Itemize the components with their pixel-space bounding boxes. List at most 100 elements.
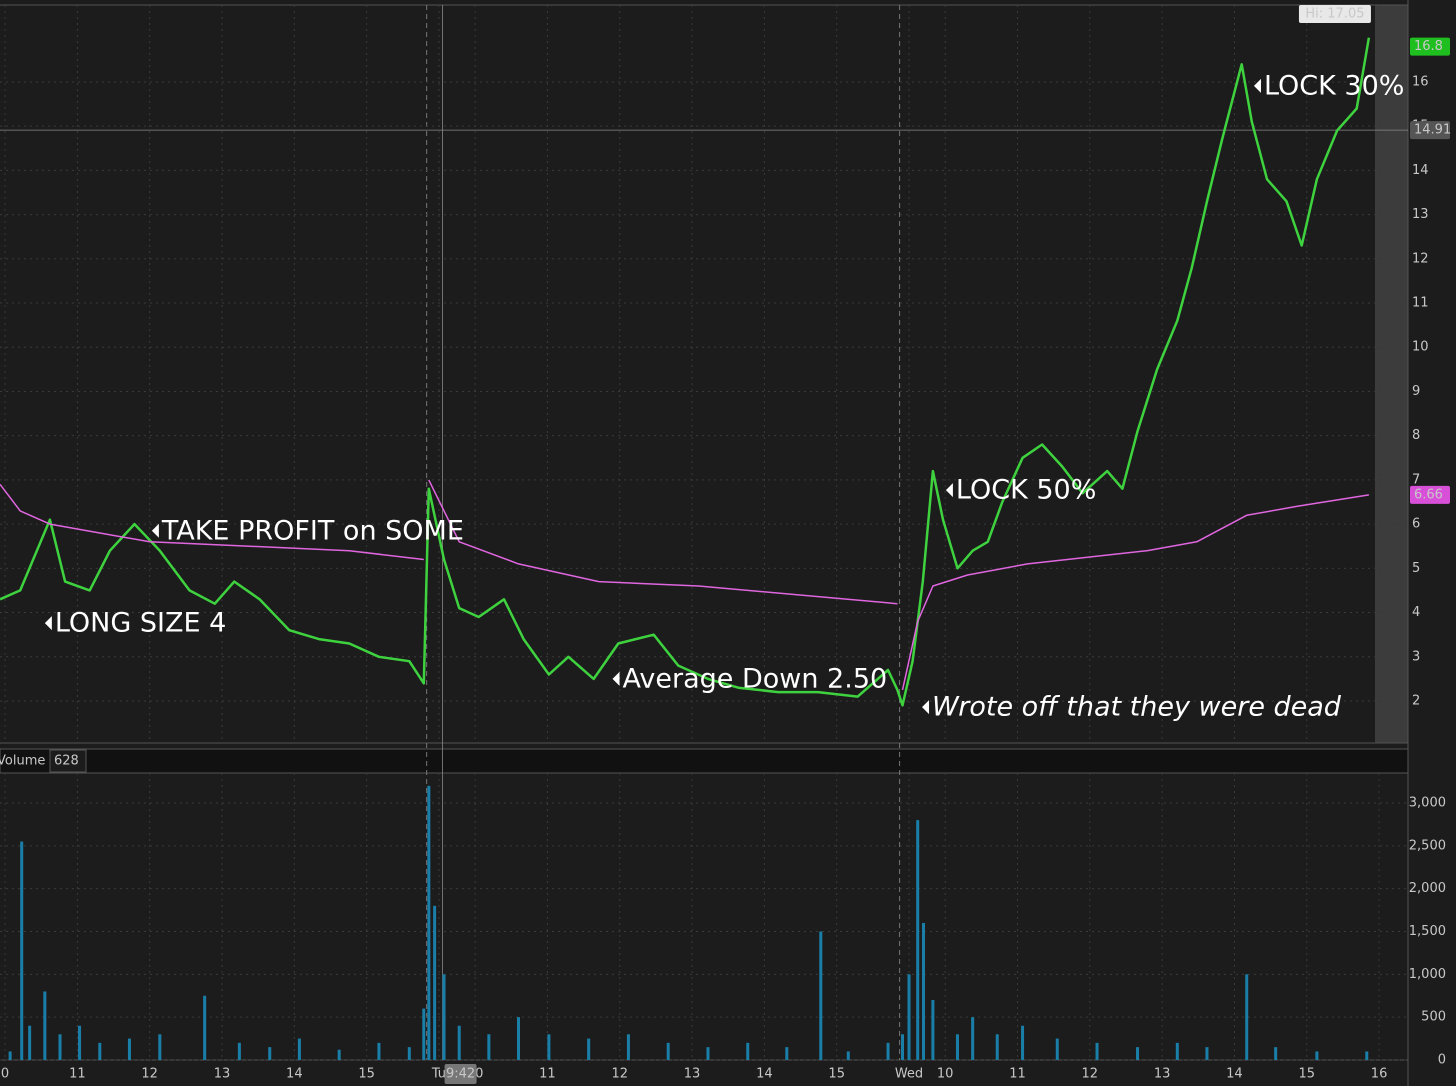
x-tick-label: 16 [1371,1067,1388,1082]
y-tick-label: 10 [1412,340,1429,355]
volume-bar [98,1042,102,1060]
volume-bar [1175,1042,1179,1060]
annotation: LOCK 50% [956,475,1096,506]
price-badge-label: 14.91 [1414,123,1451,138]
annotation: TAKE PROFIT on SOME [161,515,464,546]
volume-bar [886,1042,890,1060]
volume-bar [268,1047,272,1060]
volume-bar [921,922,925,1060]
price-badge [1410,37,1450,56]
volume-bar [1365,1051,1369,1060]
volume-bar [1315,1051,1319,1060]
volume-bar [746,1042,750,1060]
annotation-arrow [151,523,159,538]
y-tick-label: 1,000 [1409,967,1446,982]
y-tick-label: 2,500 [1409,838,1446,853]
volume-bar [819,931,823,1060]
y-tick-label: 6 [1412,517,1420,532]
x-tick-label: Tu [431,1067,446,1082]
volume-bar [20,841,24,1060]
volume-bar [297,1038,301,1060]
volume-bar [1136,1047,1140,1060]
x-tick-label: 11 [69,1067,86,1082]
annotation-arrow [922,700,930,715]
annotation: LONG SIZE 4 [55,608,226,639]
volume-bar [1245,974,1249,1060]
volume-bar [28,1025,32,1060]
volume-bar [931,1000,935,1060]
x-tick-label: Wed [895,1067,923,1082]
volume-bar [846,1051,850,1060]
volume-bar [995,1034,999,1060]
y-tick-label: 14 [1412,163,1429,178]
x-tick-label: 12 [141,1067,158,1082]
volume-bar [407,1047,411,1060]
y-tick-label: 13 [1412,207,1429,222]
volume-last: 628 [54,754,79,769]
volume-bar [1055,1038,1059,1060]
price-badge-label: 16.8 [1414,39,1443,54]
y-tick-label: 500 [1421,1010,1446,1025]
annotation: Wrote off that they were dead [932,692,1342,723]
y-tick-label: 7 [1412,472,1420,487]
volume-last-box [49,749,87,773]
y-tick-label: 5 [1412,561,1420,576]
x-tick-label: 13 [214,1067,231,1082]
y-tick-label: 2,000 [1409,881,1446,896]
y-tick-label: 4 [1412,605,1420,620]
y-tick-label: 16 [1412,74,1429,89]
x-tick-label: 13 [684,1067,701,1082]
volume-bar [203,995,207,1060]
volume-bar [785,1047,789,1060]
y-tick-label: 3,000 [1409,795,1446,810]
volume-bar [8,1051,12,1060]
volume-bar [433,905,437,1060]
y-tick-label: 8 [1412,428,1420,443]
x-tick-label: 12 [611,1067,628,1082]
price-badge-label: 6.66 [1414,487,1443,502]
x-tick-label: 12 [1082,1067,1099,1082]
volume-bar [337,1049,341,1060]
annotation-arrow [44,616,52,631]
x-tick-label: 0 [1,1067,9,1082]
volume-bar [1021,1025,1025,1060]
y-tick-label: 3 [1412,649,1420,664]
hi-box [1298,5,1371,23]
volume-bar [127,1038,131,1060]
future-area [1375,5,1408,743]
volume-bar [626,1034,630,1060]
volume-bar [907,974,911,1060]
volume-bar [442,974,446,1060]
volume-bar [377,1042,381,1060]
volume-bar [666,1042,670,1060]
y-tick-label: 0 [1438,1053,1446,1068]
volume-bar [517,1017,521,1060]
x-tick-label: 15 [828,1067,845,1082]
series-line [0,37,1371,707]
x-tick-label: 15 [358,1067,375,1082]
y-tick-label: 9 [1412,384,1420,399]
volume-bar [901,1034,905,1060]
annotation-arrow [945,483,953,498]
volume-bar [1205,1047,1209,1060]
volume-bar [587,1038,591,1060]
x-tick-label: 14 [286,1067,303,1082]
y-tick-label: 11 [1412,296,1429,311]
x-tick-label: 14 [1226,1067,1243,1082]
annotation: LOCK 30% [1264,70,1404,101]
y-tick-label: 1,500 [1409,924,1446,939]
y-tick-label: 12 [1412,251,1429,266]
cursor-time-box [444,1064,477,1084]
x-tick-label: 11 [1009,1067,1026,1082]
volume-bar [971,1017,975,1060]
series-line [0,479,1370,691]
volume-bar [457,1025,461,1060]
volume-bar [58,1034,62,1060]
price-badge [1410,121,1450,140]
cursor-time: 9:42 [446,1067,475,1082]
volume-bar [487,1034,491,1060]
annotation-arrow [1253,78,1261,93]
x-tick-label: 11 [539,1067,556,1082]
